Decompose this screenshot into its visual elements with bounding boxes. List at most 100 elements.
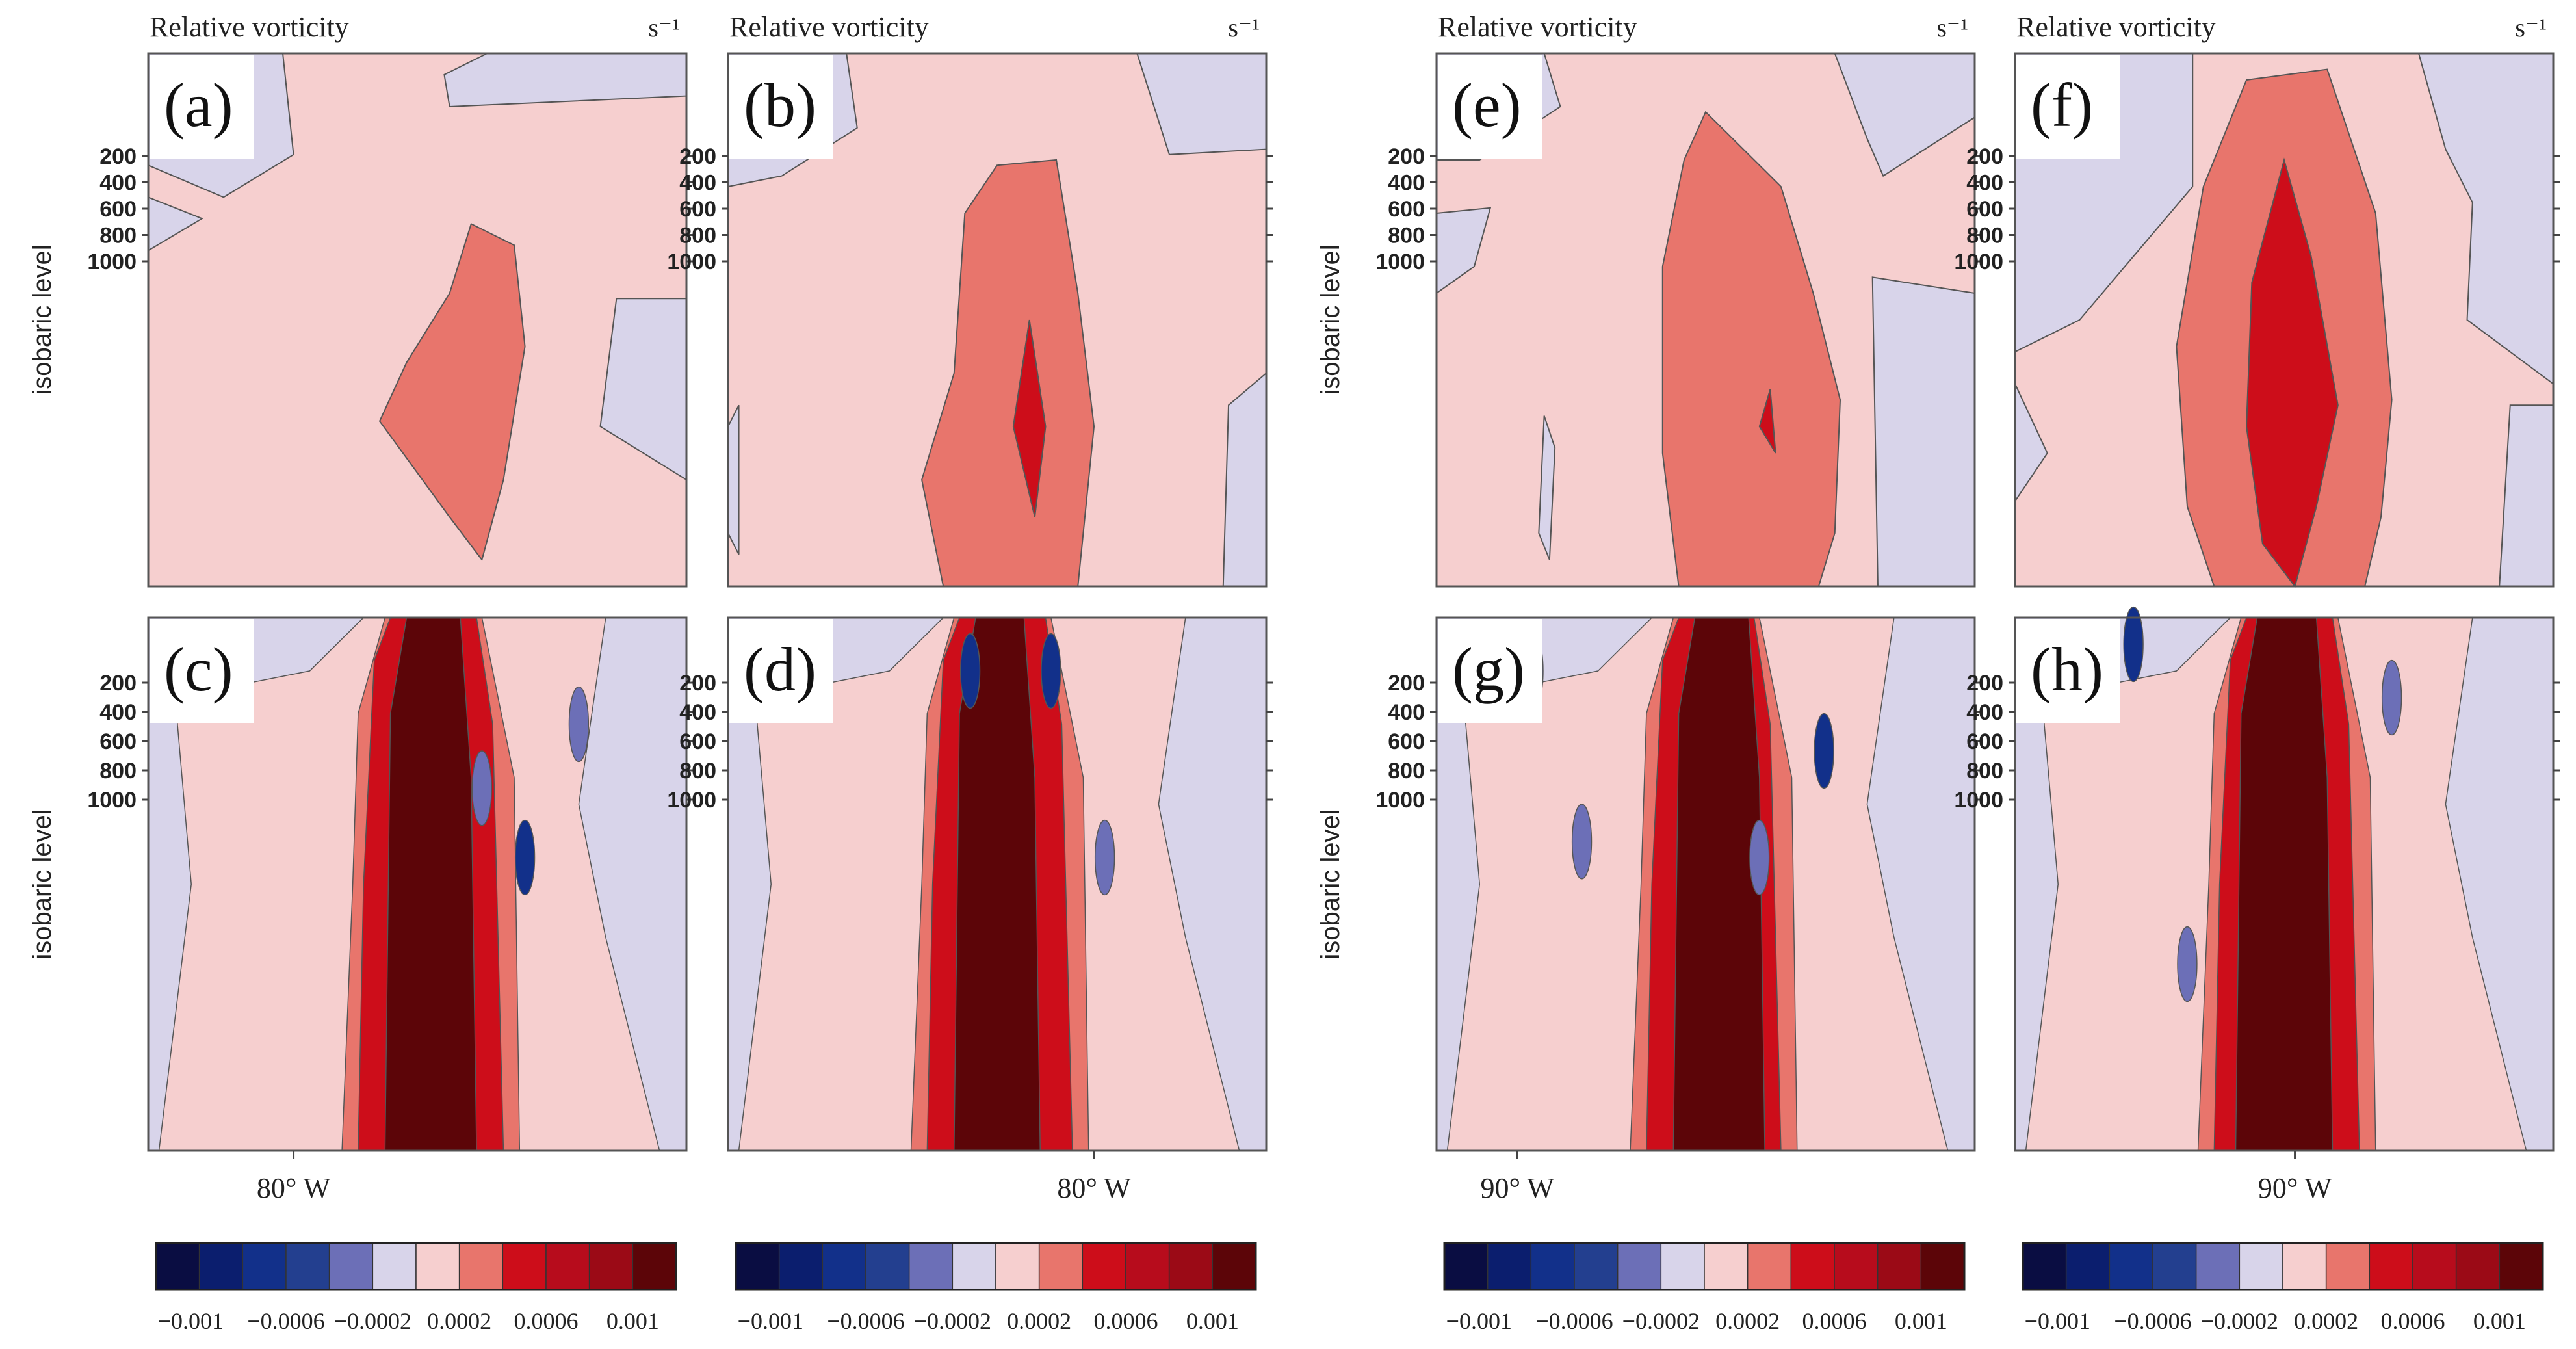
colorbar-swatch [2239, 1242, 2283, 1290]
colorbar-swatch [778, 1242, 824, 1290]
colorbar-swatch [2369, 1242, 2413, 1290]
colorbar-tick-label: 0.0002 [427, 1308, 491, 1334]
colorbar-tick-label: 0.0002 [1715, 1308, 1780, 1334]
y-tick-label: 1000 [667, 788, 716, 813]
colorbar-swatch [372, 1242, 417, 1290]
colorbar: −0.001 −0.0006 −0.0002 0.0002 0.0006 0.001 [155, 1242, 677, 1334]
panel-title: Relative vorticity [729, 11, 929, 43]
colorbar-frame [735, 1242, 1257, 1291]
units-label: s⁻¹ [2515, 13, 2547, 42]
y-tick-label: 1000 [1954, 250, 2003, 274]
y-tick-label: 1000 [87, 788, 137, 813]
colorbar-tick-label: −0.0002 [2201, 1308, 2278, 1334]
y-tick-label: 200 [99, 671, 137, 696]
colorbar-swatch [1790, 1242, 1835, 1290]
y-tick-label: 400 [1966, 171, 2003, 196]
panel-frame [1435, 52, 1976, 588]
panel-label: (e) [1452, 70, 1522, 140]
panel-label: (b) [744, 70, 816, 140]
colorbar-swatch [2109, 1242, 2153, 1290]
colorbar-swatch [1747, 1242, 1792, 1290]
colorbar-tick-label: −0.001 [1446, 1308, 1512, 1334]
contour-region [1041, 633, 1061, 709]
contour-region [959, 633, 981, 709]
colorbar-tick-label: 0.0002 [2294, 1308, 2358, 1334]
contour-region [568, 686, 590, 763]
y-tick-label: 400 [679, 700, 716, 725]
colorbar-swatch [1660, 1242, 1705, 1290]
colorbar-swatch [415, 1242, 460, 1290]
contour-region [471, 750, 493, 826]
y-tick-label: 600 [1388, 729, 1425, 754]
panel-frame [147, 616, 688, 1152]
colorbar-tick-label: −0.001 [738, 1308, 803, 1334]
contour-region [2381, 659, 2402, 736]
y-axis-label: isobaric level [28, 244, 57, 395]
colorbar-tick-label: −0.0002 [1622, 1308, 1700, 1334]
y-tick-label: 800 [679, 759, 716, 783]
y-tick-label: 1000 [1375, 788, 1425, 813]
colorbar-swatch [1834, 1242, 1879, 1290]
colorbar-swatch [1125, 1242, 1170, 1290]
contour-region [384, 617, 477, 1151]
y-tick-label: 200 [679, 671, 716, 696]
colorbar-swatch [502, 1242, 547, 1290]
y-tick-label: 600 [679, 197, 716, 222]
label-box [729, 55, 833, 159]
colorbar-swatch [545, 1242, 590, 1290]
y-tick-label: 600 [1388, 197, 1425, 222]
colorbar-swatch [2455, 1242, 2501, 1290]
colorbar-swatch [2195, 1242, 2241, 1290]
colorbar-swatch [1168, 1242, 1214, 1290]
contour-region [1758, 389, 1776, 454]
panel-frame [147, 52, 688, 588]
y-tick-label: 200 [99, 144, 137, 169]
contour-region [1094, 819, 1115, 896]
panel-frame [727, 52, 1268, 588]
colorbar-swatch [1444, 1242, 1489, 1290]
y-tick-label: 1000 [1375, 250, 1425, 274]
y-tick-label: 200 [679, 144, 716, 169]
colorbar-swatch [2282, 1242, 2327, 1290]
colorbar-swatch [735, 1242, 780, 1290]
colorbar-swatch [2325, 1242, 2371, 1290]
panel-frame [2014, 616, 2555, 1152]
contour-region [2123, 606, 2144, 683]
panel-label: (f) [2031, 70, 2093, 140]
y-tick-label: 800 [1388, 224, 1425, 248]
colorbar-swatch [285, 1242, 330, 1290]
colorbar-tick-label: 0.001 [1895, 1308, 1947, 1334]
colorbar: −0.001 −0.0006 −0.0002 0.0002 0.0006 0.001 [2022, 1242, 2544, 1334]
contour-region [1222, 371, 1267, 587]
label-box [1438, 619, 1542, 723]
colorbar-swatch [328, 1242, 374, 1290]
y-tick-label: 400 [1388, 171, 1425, 196]
x-tick-label: 80° W [257, 1172, 331, 1204]
panel-label: (a) [164, 70, 233, 140]
y-tick-label: 200 [1388, 671, 1425, 696]
y-tick-label: 800 [1966, 224, 2003, 248]
units-label: s⁻¹ [1228, 13, 1260, 42]
contour-region [1672, 617, 1765, 1151]
colorbar-swatch [2065, 1242, 2111, 1290]
x-tick-label: 80° W [1057, 1172, 1131, 1204]
colorbar-swatch [1487, 1242, 1532, 1290]
y-tick-label: 200 [1966, 144, 2003, 169]
panel-label: (d) [744, 635, 816, 704]
colorbar-swatch [952, 1242, 996, 1290]
contour-region [1814, 713, 1834, 789]
colorbar-tick-label: −0.0006 [827, 1308, 904, 1334]
colorbar-tick-label: 0.001 [1186, 1308, 1239, 1334]
contour-region [2235, 617, 2334, 1151]
colorbar-swatch [2499, 1242, 2543, 1290]
y-tick-label: 1000 [667, 250, 716, 274]
y-tick-label: 800 [99, 759, 137, 783]
colorbar-tick-label: 0.0002 [1007, 1308, 1071, 1334]
colorbar-swatch [1574, 1242, 1619, 1290]
contour-region [727, 404, 740, 555]
colorbar-swatch [1704, 1242, 1749, 1290]
